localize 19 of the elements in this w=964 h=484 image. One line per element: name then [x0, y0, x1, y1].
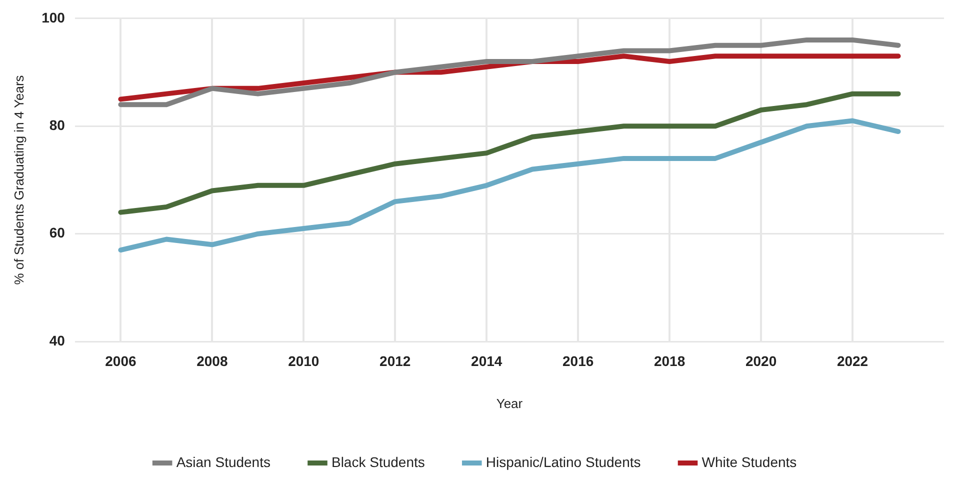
y-tick-label: 80 — [49, 116, 66, 133]
x-axis-title: Year — [496, 396, 524, 411]
x-tick-label: 2012 — [380, 352, 411, 369]
x-tick-label: 2020 — [745, 352, 777, 369]
x-tick-label: 2022 — [836, 352, 868, 369]
x-tick-label: 2006 — [105, 352, 136, 369]
legend-label: Hispanic/Latino Students — [486, 454, 641, 470]
x-tick-label: 2010 — [288, 352, 320, 369]
x-tick-label: 2016 — [562, 352, 594, 369]
y-axis-title: % of Students Graduating in 4 Years — [11, 74, 26, 285]
legend-label: Black Students — [331, 454, 425, 470]
x-tick-label: 2018 — [654, 352, 686, 369]
x-tick-label: 2014 — [471, 352, 502, 369]
legend-label: White Students — [702, 454, 797, 470]
x-tick-label: 2008 — [196, 352, 228, 369]
y-tick-label: 100 — [42, 9, 66, 26]
y-tick-label: 60 — [49, 224, 66, 241]
y-tick-label: 40 — [49, 332, 66, 348]
legend-label: Asian Students — [176, 454, 270, 470]
